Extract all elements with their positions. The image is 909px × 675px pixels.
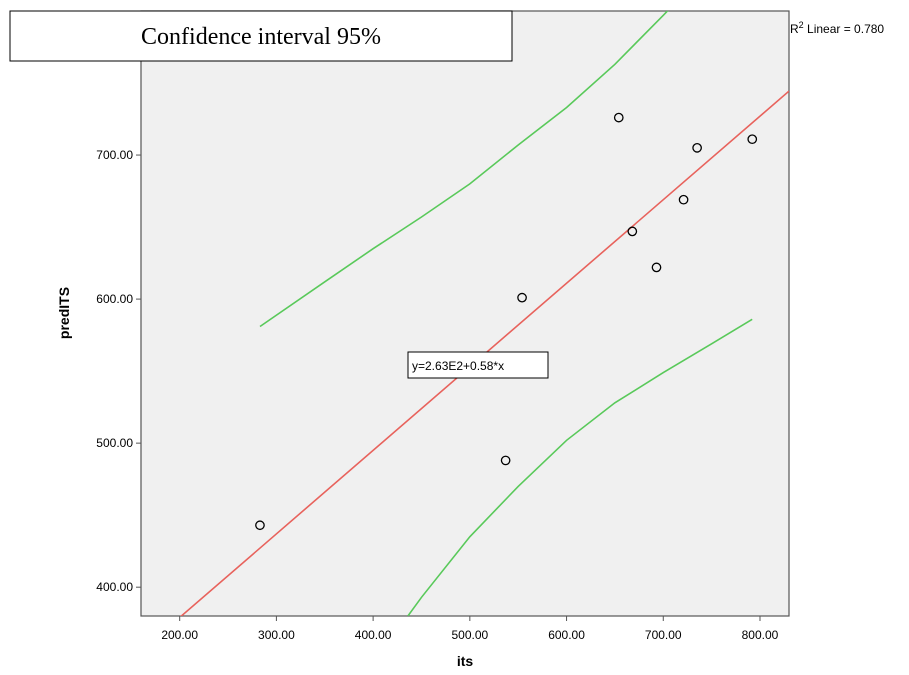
title-box: Confidence interval 95% [9,10,513,62]
x-axis-title: its [457,653,474,669]
data-point [500,455,511,466]
data-point [747,134,758,145]
data-point [517,292,527,303]
data-point [613,112,624,123]
data-point [627,226,638,237]
ci-lower-line [407,318,753,616]
r-squared-label: R2 Linear = 0.780 [790,20,884,36]
chart-title: Confidence interval 95% [141,24,381,50]
y-tick-label: 400.00 [96,580,133,594]
r-squared-sup: 2 [799,20,804,30]
data-point [651,262,662,273]
x-tick-label: 600.00 [548,628,585,642]
equation-box: y=2.63E2+0.58*x [407,351,549,379]
data-points [255,112,758,531]
data-point [678,194,689,205]
y-tick-label: 500.00 [96,436,133,450]
x-tick-label: 300.00 [258,628,295,642]
y-axis-title: predITS [56,287,72,339]
x-tick-label: 200.00 [161,628,198,642]
x-tick-label: 400.00 [355,628,392,642]
r-squared-prefix: R [790,22,799,36]
equation-label: y=2.63E2+0.58*x [412,359,504,373]
plot-area [140,10,790,617]
r-squared-value: Linear = 0.780 [804,22,885,36]
x-axis: 200.00 300.00 400.00 500.00 600.00 700.00 800.… [161,616,779,642]
x-tick-label: 800.00 [742,628,779,642]
data-point [255,520,265,531]
x-tick-label: 500.00 [451,628,488,642]
y-tick-label: 700.00 [96,148,133,162]
y-tick-label: 600.00 [96,292,133,306]
confidence-bands [259,11,753,616]
data-point [692,142,702,153]
ci-upper-line [259,11,669,328]
y-axis: 400.00 500.00 600.00 700.00 [96,148,141,594]
x-tick-label: 700.00 [645,628,682,642]
